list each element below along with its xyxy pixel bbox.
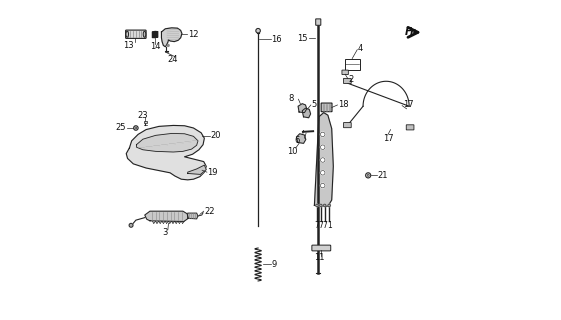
Text: 7: 7 bbox=[319, 221, 323, 230]
Text: 1: 1 bbox=[327, 221, 332, 230]
Text: 17: 17 bbox=[384, 134, 394, 143]
Text: 5: 5 bbox=[311, 100, 317, 109]
Polygon shape bbox=[297, 134, 306, 143]
Polygon shape bbox=[314, 113, 333, 206]
Text: 11: 11 bbox=[314, 253, 325, 262]
Text: 4: 4 bbox=[358, 44, 363, 53]
Text: 21: 21 bbox=[378, 171, 388, 180]
Text: 18: 18 bbox=[338, 100, 349, 109]
Text: 14: 14 bbox=[150, 42, 160, 51]
Text: 23: 23 bbox=[137, 111, 148, 120]
Text: 8: 8 bbox=[288, 94, 294, 103]
Circle shape bbox=[320, 132, 325, 137]
Circle shape bbox=[328, 204, 330, 207]
FancyBboxPatch shape bbox=[126, 30, 146, 38]
Polygon shape bbox=[298, 104, 307, 113]
Text: 17: 17 bbox=[403, 100, 413, 109]
Polygon shape bbox=[136, 133, 198, 152]
Circle shape bbox=[129, 223, 133, 227]
Text: 16: 16 bbox=[272, 35, 282, 44]
Text: 3: 3 bbox=[163, 228, 168, 237]
Circle shape bbox=[320, 183, 325, 188]
Text: 12: 12 bbox=[188, 30, 198, 39]
Circle shape bbox=[320, 171, 325, 175]
Text: 20: 20 bbox=[211, 132, 221, 140]
Text: 25: 25 bbox=[116, 124, 126, 132]
Circle shape bbox=[256, 28, 260, 33]
Text: Fr.: Fr. bbox=[404, 27, 419, 37]
Text: 13: 13 bbox=[123, 41, 134, 50]
Ellipse shape bbox=[126, 31, 128, 37]
FancyBboxPatch shape bbox=[316, 19, 321, 25]
Text: 24: 24 bbox=[167, 55, 178, 64]
Polygon shape bbox=[188, 213, 198, 219]
Text: 6: 6 bbox=[295, 136, 300, 145]
Polygon shape bbox=[188, 165, 206, 174]
FancyBboxPatch shape bbox=[321, 103, 332, 112]
Circle shape bbox=[134, 126, 138, 130]
FancyBboxPatch shape bbox=[406, 125, 414, 130]
Polygon shape bbox=[302, 108, 311, 118]
Circle shape bbox=[320, 204, 322, 207]
Text: 22: 22 bbox=[204, 207, 215, 216]
Polygon shape bbox=[162, 28, 182, 47]
Text: 7: 7 bbox=[322, 221, 327, 230]
Circle shape bbox=[316, 204, 318, 207]
Ellipse shape bbox=[143, 31, 146, 37]
Circle shape bbox=[167, 44, 169, 46]
Polygon shape bbox=[126, 125, 206, 180]
Circle shape bbox=[320, 158, 325, 162]
FancyBboxPatch shape bbox=[343, 123, 351, 128]
Text: 7: 7 bbox=[315, 221, 319, 230]
Text: 2: 2 bbox=[348, 75, 353, 84]
Text: 9: 9 bbox=[272, 260, 277, 269]
FancyBboxPatch shape bbox=[343, 78, 351, 84]
FancyBboxPatch shape bbox=[342, 70, 348, 75]
Text: 15: 15 bbox=[297, 34, 308, 43]
Bar bbox=[144, 121, 147, 123]
FancyBboxPatch shape bbox=[312, 245, 331, 251]
Circle shape bbox=[323, 204, 326, 207]
Circle shape bbox=[366, 173, 371, 178]
Text: 10: 10 bbox=[287, 147, 298, 156]
Polygon shape bbox=[145, 211, 188, 221]
Text: 19: 19 bbox=[208, 168, 218, 177]
Circle shape bbox=[320, 145, 325, 149]
